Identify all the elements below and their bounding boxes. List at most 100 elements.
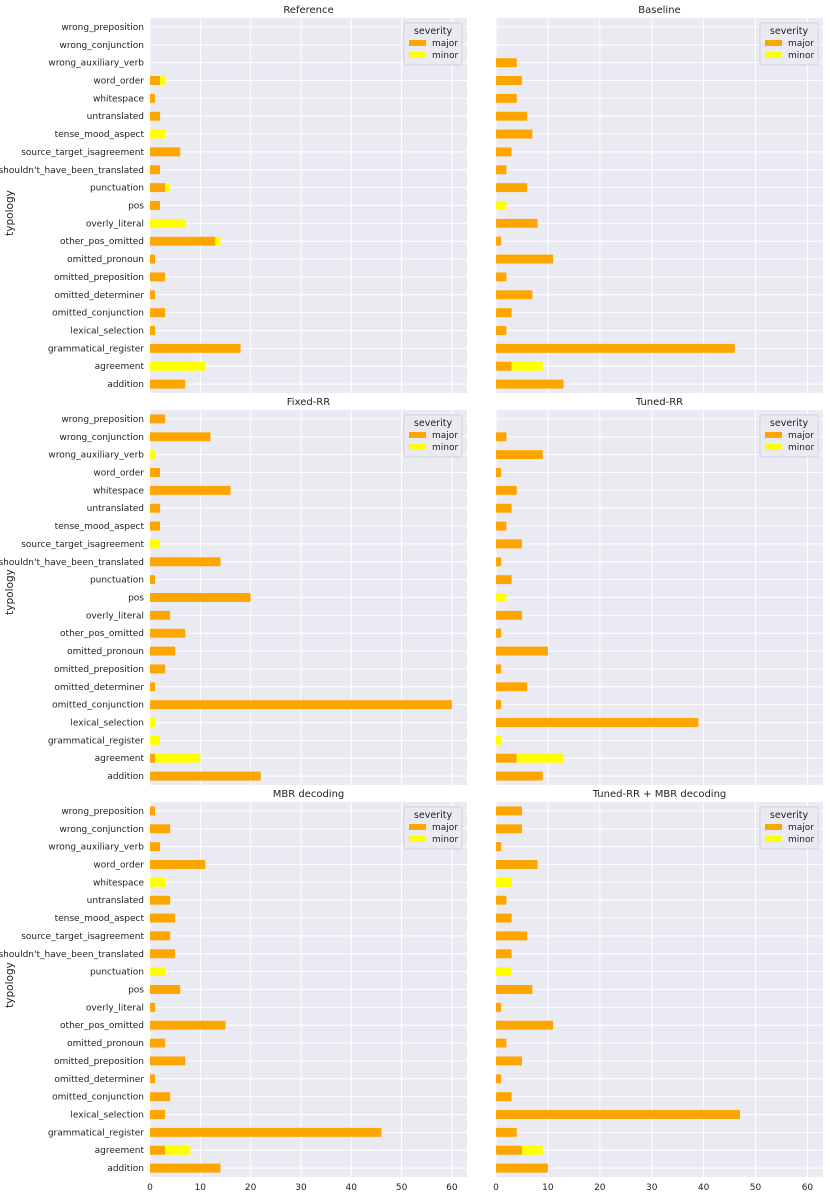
y-tick-label: agreement [95,754,145,764]
panel-3: Tuned-RR severity major minor [495,397,823,785]
bar-major-omitted_conjunction [150,1092,171,1102]
y-tick-label: untranslated [87,896,144,906]
y-tick-label: other_pos_omitted [60,237,144,247]
bar-major-omitted_preposition [496,664,502,674]
y-tick-label: untranslated [87,112,144,122]
bar-major-wrong_auxiliary_verb [150,842,161,852]
bar-major-other_pos_omitted [150,628,186,638]
y-tick-label: tense_mood_aspect [55,522,145,532]
bar-major-omitted_conjunction [496,1092,512,1102]
legend-label-minor: minor [788,51,814,61]
bar-major-omitted_preposition [496,1056,522,1066]
panel-title: Tuned-RR [635,397,683,408]
x-tick-label: 10 [542,1183,554,1193]
panel-4: MBR decoding addition agreement grammatical… [0,789,467,1193]
bar-major-wrong_preposition [496,806,522,816]
y-tick-label: other_pos_omitted [60,1021,144,1031]
bar-major-lexical_selection [496,718,699,727]
bar-major-omitted_conjunction [150,308,166,318]
legend-label-minor: minor [432,835,458,845]
y-tick-label: grammatical_register [48,736,144,746]
bar-major-agreement [150,1145,166,1155]
legend-title: severity [414,418,453,429]
y-tick-label: lexical_selection [70,1111,144,1121]
y-tick-label: grammatical_register [48,1128,144,1138]
y-tick-label: omitted_conjunction [52,1093,144,1103]
x-tick-label: 40 [698,1183,710,1193]
legend: severity major minor [759,414,819,458]
y-tick-label: omitted_preposition [54,273,144,283]
bar-minor-agreement [155,753,201,763]
y-tick-label: wrong_conjunction [59,41,144,51]
bar-major-omitted_pronoun [496,646,548,656]
bar-minor-tense_mood_aspect [150,129,166,139]
y-tick-label: shouldn't_have_been_translated [0,950,144,960]
bar-minor-agreement [165,1145,191,1155]
x-tick-label: 20 [245,1183,257,1193]
bar-major-wrong_auxiliary_verb [496,842,502,852]
bar-major-word_order [496,860,538,869]
bar-major-source_target_isagreement [150,931,171,941]
bar-major-wrong_conjunction [496,824,522,834]
bar-major-overly_literal [150,1002,156,1012]
bar-major-other_pos_omitted [496,1020,554,1030]
bar-major-shouldn't_have_been_translated [496,165,507,175]
bar-minor-pos [496,593,507,602]
legend-swatch-major [765,824,782,830]
bar-major-pos [150,201,161,210]
y-tick-label: addition [107,380,144,390]
bar-major-other_pos_omitted [496,628,502,638]
x-tick-label: 50 [396,1183,408,1193]
bar-major-shouldn't_have_been_translated [150,165,161,175]
bar-minor-whitespace [150,877,166,887]
bar-major-omitted_pronoun [150,646,176,656]
bar-major-source_target_isagreement [150,147,181,157]
bar-minor-word_order [160,76,166,85]
bar-major-source_target_isagreement [496,931,528,941]
bar-major-overly_literal [496,610,522,620]
bar-major-source_target_isagreement [496,539,522,549]
y-tick-label: overly_literal [86,219,144,229]
x-tick-label: 0 [147,1183,153,1193]
bar-major-wrong_auxiliary_verb [496,58,517,68]
y-tick-label: lexical_selection [70,719,144,729]
bar-major-lexical_selection [150,1110,166,1119]
bar-major-omitted_determiner [150,1074,156,1084]
bar-minor-pos [496,201,507,210]
legend: severity major minor [403,22,463,66]
x-tick-label: 20 [594,1183,606,1193]
bar-major-addition [150,771,261,781]
y-tick-label: source_target_isagreement [21,540,144,550]
bar-major-lexical_selection [496,326,507,335]
bar-major-shouldn't_have_been_translated [150,949,176,959]
y-axis-label-row-3: typology [4,962,16,1008]
bar-major-omitted_preposition [150,664,166,674]
bar-major-word_order [496,76,522,85]
legend-title: severity [770,810,809,821]
y-tick-label: pos [128,594,144,604]
panel-1: Baseline severity major minor [495,5,823,393]
y-tick-label: wrong_preposition [61,23,144,33]
y-tick-label: omitted_conjunction [52,309,144,319]
bar-major-word_order [150,76,161,85]
bar-major-omitted_preposition [150,272,166,282]
legend-label-minor: minor [432,443,458,453]
y-tick-label: wrong_auxiliary_verb [48,451,144,461]
bar-major-omitted_pronoun [496,254,554,264]
y-tick-label: punctuation [90,968,144,978]
bar-minor-agreement [521,1145,543,1155]
legend-label-minor: minor [788,443,814,453]
bar-major-omitted_determiner [496,1074,502,1084]
bar-major-whitespace [150,485,231,495]
bar-major-grammatical_register [150,1127,382,1137]
y-tick-label: agreement [95,362,145,372]
legend-swatch-major [765,40,782,46]
y-tick-label: omitted_conjunction [52,701,144,711]
bar-major-addition [496,771,543,781]
y-tick-label: omitted_determiner [54,683,144,693]
legend-swatch-minor [409,444,426,450]
bar-major-shouldn't_have_been_translated [150,557,221,567]
bar-major-word_order [150,468,161,477]
panel-title: Reference [283,5,333,16]
bar-major-omitted_determiner [496,682,528,692]
